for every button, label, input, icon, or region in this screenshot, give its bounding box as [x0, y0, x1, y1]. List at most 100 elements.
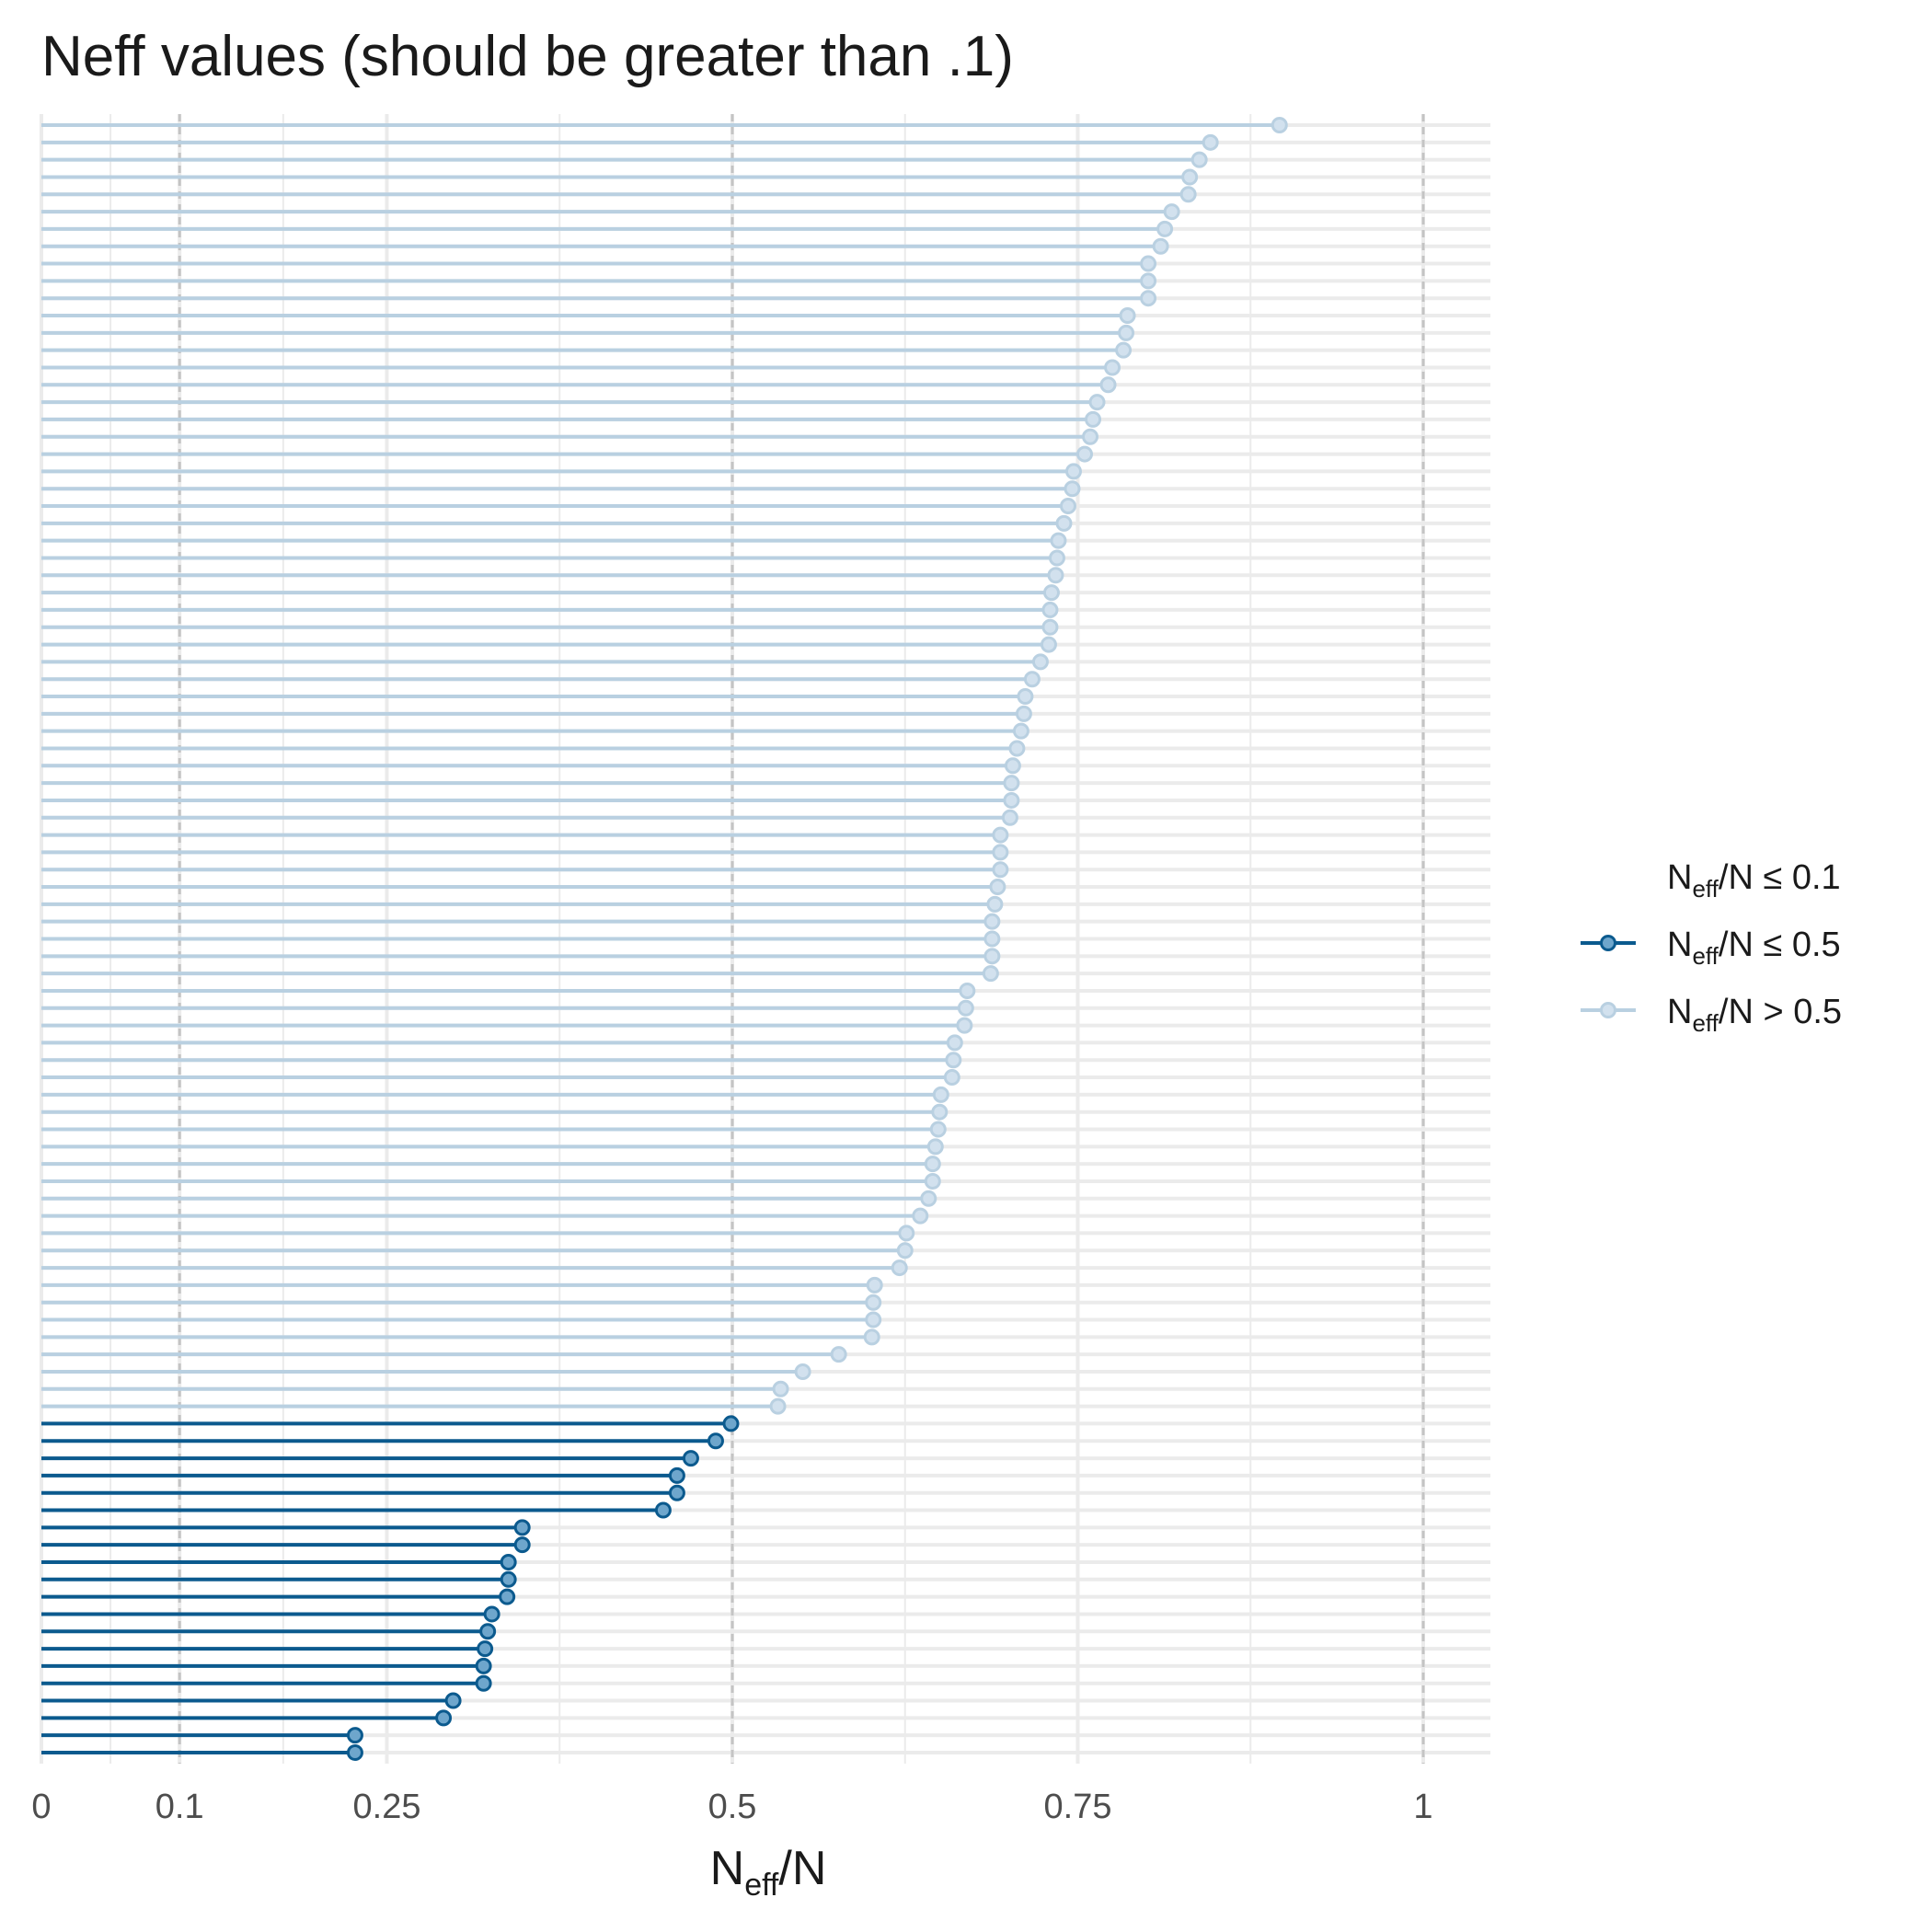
lollipop-point: [1119, 307, 1136, 325]
chart-title: Neff values (should be greater than .1): [41, 25, 1014, 88]
legend-key-point: [1600, 1002, 1616, 1018]
lollipop-point: [500, 1553, 517, 1570]
lollipop-point: [722, 1415, 740, 1432]
lollipop-point: [920, 1190, 937, 1207]
lollipop-point: [1047, 567, 1064, 584]
lollipop-point: [668, 1484, 685, 1501]
lollipop-point: [346, 1744, 363, 1761]
lollipop-point: [865, 1294, 882, 1311]
lollipop-point: [1040, 636, 1057, 653]
lollipop-point: [1048, 549, 1065, 567]
lollipop-point: [912, 1207, 929, 1225]
lollipop-point: [992, 861, 1009, 879]
legend: Neff/N ≤ 0.1 Neff/N ≤ 0.5 Neff/N > 0.5: [1581, 858, 1842, 1037]
lollipop-point: [866, 1276, 883, 1294]
lollipop-point: [1179, 186, 1197, 203]
lollipop-point: [1041, 618, 1059, 636]
lollipop-point: [1088, 394, 1106, 411]
lollipop-point: [475, 1674, 492, 1692]
x-axis-label-suffix: /N: [778, 1842, 826, 1895]
lollipop-point: [1271, 117, 1288, 133]
lollipop-layer: [41, 117, 1288, 1761]
lollipop-point: [982, 965, 999, 983]
legend-label: Neff/N ≤ 0.5: [1667, 926, 1841, 970]
lollipop-point: [989, 879, 1006, 896]
lollipop-point: [830, 1346, 847, 1363]
lollipop-point: [924, 1156, 941, 1173]
legend-label: Neff/N ≤ 0.1: [1667, 858, 1841, 903]
lollipop-point: [986, 895, 1004, 913]
lollipop-point: [654, 1501, 672, 1519]
lollipop-point: [1140, 255, 1157, 272]
x-tick-label: 0.75: [1044, 1788, 1112, 1826]
lollipop-point: [1004, 757, 1021, 775]
lollipop-point: [956, 1017, 973, 1034]
x-tick-label: 0.1: [155, 1788, 204, 1826]
lollipop-point: [898, 1225, 915, 1242]
lollipop-point: [1163, 203, 1180, 221]
lollipop-point: [1031, 653, 1049, 671]
lollipop-point: [1064, 463, 1082, 480]
lollipop-point: [929, 1121, 947, 1138]
lollipop-point: [1099, 376, 1117, 394]
x-axis-label-main: N: [710, 1842, 745, 1895]
lollipop-point: [1001, 809, 1018, 826]
x-tick-label: 0.5: [708, 1788, 757, 1826]
lollipop-point: [1015, 705, 1032, 722]
lollipop-point: [1003, 775, 1020, 792]
x-tick-label: 1: [1413, 1788, 1432, 1826]
x-axis-label: Neff/N: [710, 1842, 827, 1903]
lollipop-point: [483, 1605, 500, 1623]
lollipop-point: [992, 844, 1009, 861]
lollipop-point: [1156, 220, 1174, 237]
lollipop-point: [945, 1052, 962, 1069]
lollipop-point: [1190, 151, 1208, 168]
lollipop-point: [943, 1069, 960, 1087]
lollipop-point: [1152, 237, 1169, 255]
lollipop-point: [926, 1138, 944, 1156]
lollipop-point: [1104, 359, 1121, 376]
lollipop-point: [1008, 740, 1026, 757]
lollipop-point: [1082, 428, 1099, 445]
lollipop-point: [794, 1363, 811, 1380]
lollipop-point: [959, 982, 976, 999]
lollipop-point: [865, 1311, 882, 1328]
lollipop-point: [983, 948, 1001, 965]
lollipop-point: [444, 1692, 462, 1709]
lollipop-point: [1076, 445, 1094, 463]
lollipop-point: [346, 1727, 363, 1744]
lollipop-point: [1050, 532, 1067, 549]
x-tick-label: 0: [31, 1788, 51, 1826]
lollipop-point: [1055, 514, 1073, 532]
lollipop-point: [1118, 324, 1135, 341]
lollipop-point: [499, 1588, 516, 1605]
lollipop-point: [863, 1328, 880, 1346]
lollipop-point: [707, 1432, 724, 1450]
lollipop-point: [500, 1570, 517, 1588]
lollipop-point: [1042, 584, 1060, 602]
lollipop-point: [891, 1259, 908, 1277]
lollipop-point: [1064, 480, 1081, 498]
lollipop-point: [924, 1172, 941, 1190]
lollipop-point: [479, 1623, 497, 1640]
lollipop-point: [513, 1536, 531, 1554]
lollipop-point: [931, 1103, 949, 1121]
lollipop-point: [1140, 290, 1157, 307]
lollipop-point: [983, 913, 1001, 930]
lollipop-point: [946, 1034, 963, 1052]
lollipop-point: [1017, 688, 1034, 706]
lollipop-point: [682, 1450, 699, 1467]
lollipop-point: [992, 826, 1009, 844]
lollipop-point: [1085, 410, 1102, 428]
legend-key-point: [1600, 935, 1616, 951]
legend-label: Neff/N > 0.5: [1667, 993, 1842, 1037]
legend-entry-gt05: Neff/N > 0.5: [1581, 993, 1842, 1037]
lollipop-point: [1003, 791, 1020, 809]
lollipop-point: [668, 1466, 685, 1484]
lollipop-point: [475, 1657, 492, 1674]
legend-entry-le05: Neff/N ≤ 0.5: [1581, 926, 1841, 970]
lollipop-point: [1059, 498, 1076, 515]
lollipop-point: [896, 1242, 914, 1259]
lollipop-point: [932, 1086, 949, 1103]
